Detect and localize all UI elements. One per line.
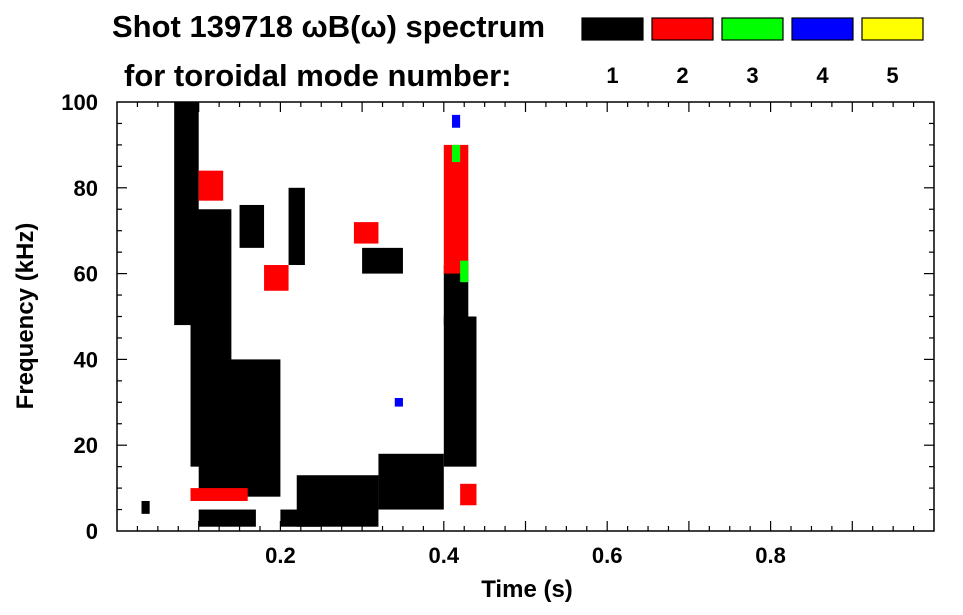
chart-title: Shot 139718 ωB(ω) spectrum — [112, 9, 545, 44]
legend-label-4: 4 — [816, 63, 829, 88]
region-mode-4-22 — [394, 398, 403, 407]
x-axis-title: Time (s) — [481, 576, 573, 603]
legend-swatch-1 — [581, 17, 644, 41]
region-mode-2-14 — [353, 222, 379, 244]
legend-label-2: 2 — [676, 63, 688, 88]
region-mode-2-16 — [190, 488, 248, 501]
region-mode-1-8 — [378, 453, 444, 510]
y-tick-label: 20 — [74, 433, 98, 458]
x-axis: 0.2 0.4 0.6 0.8 — [136, 102, 915, 568]
chart-subtitle: for toroidal mode number: — [124, 58, 512, 93]
region-mode-1-11 — [443, 316, 477, 467]
legend-label-3: 3 — [746, 63, 758, 88]
region-mode-1-4 — [239, 204, 265, 248]
region-mode-1-7 — [296, 475, 379, 527]
x-tick-label: 0.2 — [265, 543, 296, 568]
region-mode-2-18 — [198, 170, 224, 201]
region-mode-1-5 — [288, 187, 305, 266]
y-tick-label: 80 — [74, 176, 98, 201]
x-tick-label: 0.8 — [755, 543, 786, 568]
region-mode-2-15 — [264, 265, 289, 291]
region-mode-1-2 — [198, 359, 281, 497]
x-tick-label: 0.6 — [592, 543, 623, 568]
region-mode-4-21 — [451, 114, 461, 128]
y-axis: 0 20 40 60 80 100 — [61, 90, 934, 544]
y-tick-label: 60 — [74, 262, 98, 287]
region-mode-3-19 — [451, 144, 461, 163]
region-mode-2-13 — [443, 144, 469, 274]
spectrum-regions — [141, 102, 477, 527]
legend-label-1: 1 — [606, 63, 618, 88]
legend-swatch-5 — [861, 17, 924, 41]
y-tick-label: 0 — [86, 519, 98, 544]
legend: 1 2 3 4 5 — [581, 17, 924, 88]
y-tick-label: 100 — [61, 90, 98, 115]
legend-swatch-4 — [791, 17, 854, 41]
region-mode-1-12 — [141, 500, 150, 514]
region-mode-1-9 — [362, 247, 403, 274]
y-axis-title: Frequency (kHz) — [12, 223, 39, 410]
legend-swatch-2 — [651, 17, 714, 41]
legend-label-5: 5 — [886, 63, 898, 88]
y-tick-label: 40 — [74, 347, 98, 372]
region-mode-3-20 — [460, 260, 469, 283]
region-mode-1-3 — [198, 509, 256, 527]
region-mode-2-17 — [460, 483, 477, 506]
x-tick-label: 0.4 — [429, 543, 460, 568]
legend-swatch-3 — [721, 17, 784, 41]
